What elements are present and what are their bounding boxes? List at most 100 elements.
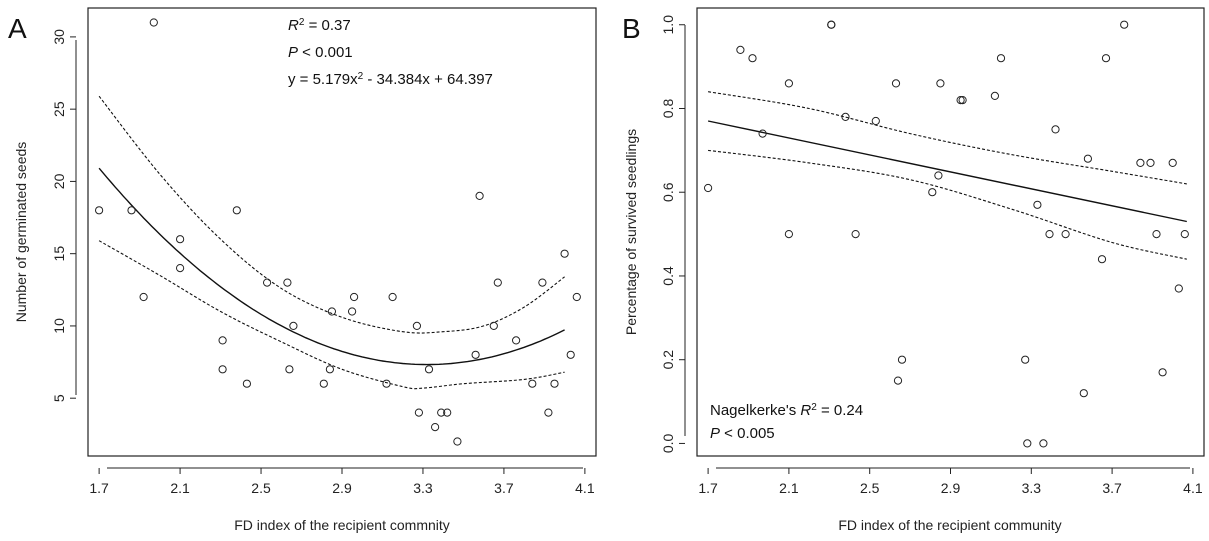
data-point	[1061, 230, 1070, 239]
x-tick-label: 3.7	[494, 480, 514, 496]
x-tick-label: 3.3	[1022, 480, 1042, 496]
panel-a-equation: y = 5.179x2 - 34.384x + 64.397	[288, 71, 493, 89]
data-point	[550, 379, 559, 388]
x-tick-label: 4.1	[1183, 480, 1203, 496]
data-point	[1180, 230, 1189, 239]
y-tick-label: 15	[51, 246, 67, 262]
data-point	[1168, 158, 1177, 167]
data-point	[127, 206, 136, 215]
data-point	[990, 91, 1000, 101]
panel-a-plot-frame	[87, 7, 597, 457]
data-point	[431, 423, 440, 432]
data-point	[1023, 439, 1032, 448]
panel-b-x-axis-title: FD index of the recipient community	[838, 517, 1061, 533]
data-point	[149, 18, 158, 27]
data-point	[382, 379, 391, 388]
data-point	[891, 79, 901, 88]
data-point	[512, 336, 521, 345]
data-point	[1051, 125, 1060, 134]
data-point	[784, 79, 794, 88]
data-point	[871, 116, 880, 126]
x-tick-label: 3.3	[413, 480, 433, 496]
data-point	[388, 292, 397, 302]
panel-a-y-ticks: 5 10 15 20 25 30	[51, 29, 76, 402]
x-tick-label: 4.1	[575, 480, 595, 496]
data-point	[437, 408, 446, 417]
panel-a-points	[95, 18, 581, 446]
x-tick-label: 2.5	[251, 480, 271, 496]
panel-a-annotations: R2 = 0.37 P < 0.001 y = 5.179x2 - 34.384…	[288, 17, 493, 89]
upper-confidence-band	[708, 91, 1187, 185]
data-point	[956, 96, 965, 105]
data-point	[538, 278, 547, 287]
data-point	[453, 437, 462, 446]
data-point	[285, 365, 294, 374]
data-point	[232, 206, 241, 215]
panel-b-points	[704, 20, 1189, 448]
data-point	[1136, 158, 1145, 167]
panel-b: B 1.7 2.1 2.5 2.9 3.3 3.7 4.1 0.0 0.2 0.4 0.6 0.8 1…	[622, 7, 1205, 533]
y-tick-label: 5	[51, 394, 67, 402]
panel-b-p-value: P < 0.005	[710, 425, 775, 442]
data-point	[996, 54, 1006, 63]
data-point	[475, 191, 484, 200]
data-point	[544, 408, 553, 417]
data-point	[325, 365, 334, 374]
data-point	[242, 379, 251, 388]
x-tick-label: 2.9	[941, 480, 961, 496]
data-point	[443, 408, 452, 417]
panel-b-annotations: Nagelkerke's R2 = 0.24 P < 0.005	[710, 402, 863, 443]
y-tick-label: 30	[51, 29, 67, 45]
data-point	[414, 408, 423, 417]
data-point	[928, 188, 937, 197]
data-point	[736, 45, 745, 55]
panel-b-r-squared: Nagelkerke's R2 = 0.24	[710, 402, 863, 420]
panel-a: A 1.7 2.1 2.5 2.9 3.3 3.7 4.1 5 10 15 20 25 30 FD i…	[8, 7, 597, 533]
panel-b-x-ticks: 1.7 2.1 2.5 2.9 3.3 3.7 4.1	[698, 468, 1203, 496]
data-point	[1152, 230, 1161, 239]
lower-confidence-band	[708, 149, 1187, 260]
panel-a-curves	[98, 95, 565, 390]
data-point	[327, 307, 336, 316]
panel-a-x-axis-title: FD index of the recipient commnity	[234, 517, 450, 533]
data-point	[851, 230, 860, 239]
panel-b-y-axis-title: Percentage of survived seedlings	[623, 129, 639, 335]
data-point	[1079, 389, 1088, 398]
data-point	[1174, 284, 1183, 293]
data-point	[283, 278, 292, 287]
data-point	[784, 230, 794, 239]
data-point	[1039, 439, 1048, 448]
data-point	[139, 292, 148, 302]
data-point	[1158, 368, 1167, 377]
data-point	[95, 206, 104, 215]
data-point	[528, 379, 537, 388]
data-point	[350, 292, 359, 302]
panel-a-x-ticks: 1.7 2.1 2.5 2.9 3.3 3.7 4.1	[89, 468, 595, 496]
data-point	[489, 321, 498, 330]
data-point	[348, 307, 357, 316]
y-tick-label: 25	[51, 101, 67, 117]
data-point	[897, 355, 907, 364]
panel-b-letter: B	[622, 13, 641, 44]
data-point	[1120, 20, 1129, 29]
x-tick-label: 2.5	[860, 480, 880, 496]
data-point	[841, 112, 850, 122]
x-tick-label: 2.9	[332, 480, 352, 496]
data-point	[1045, 230, 1054, 239]
panel-a-p-value: P < 0.001	[288, 44, 353, 61]
x-tick-label: 1.7	[89, 480, 109, 496]
panel-a-y-axis-title: Number of germinated seeds	[13, 142, 29, 323]
data-point	[493, 278, 502, 287]
data-point	[936, 79, 945, 88]
data-point	[704, 183, 713, 193]
data-point	[218, 365, 227, 374]
data-point	[176, 235, 185, 244]
data-point	[263, 278, 272, 287]
data-point	[560, 249, 569, 258]
y-tick-label: 20	[51, 173, 67, 189]
data-point	[748, 54, 757, 63]
data-point	[412, 321, 421, 330]
upper-confidence-band	[98, 95, 565, 334]
data-point	[1146, 158, 1155, 167]
